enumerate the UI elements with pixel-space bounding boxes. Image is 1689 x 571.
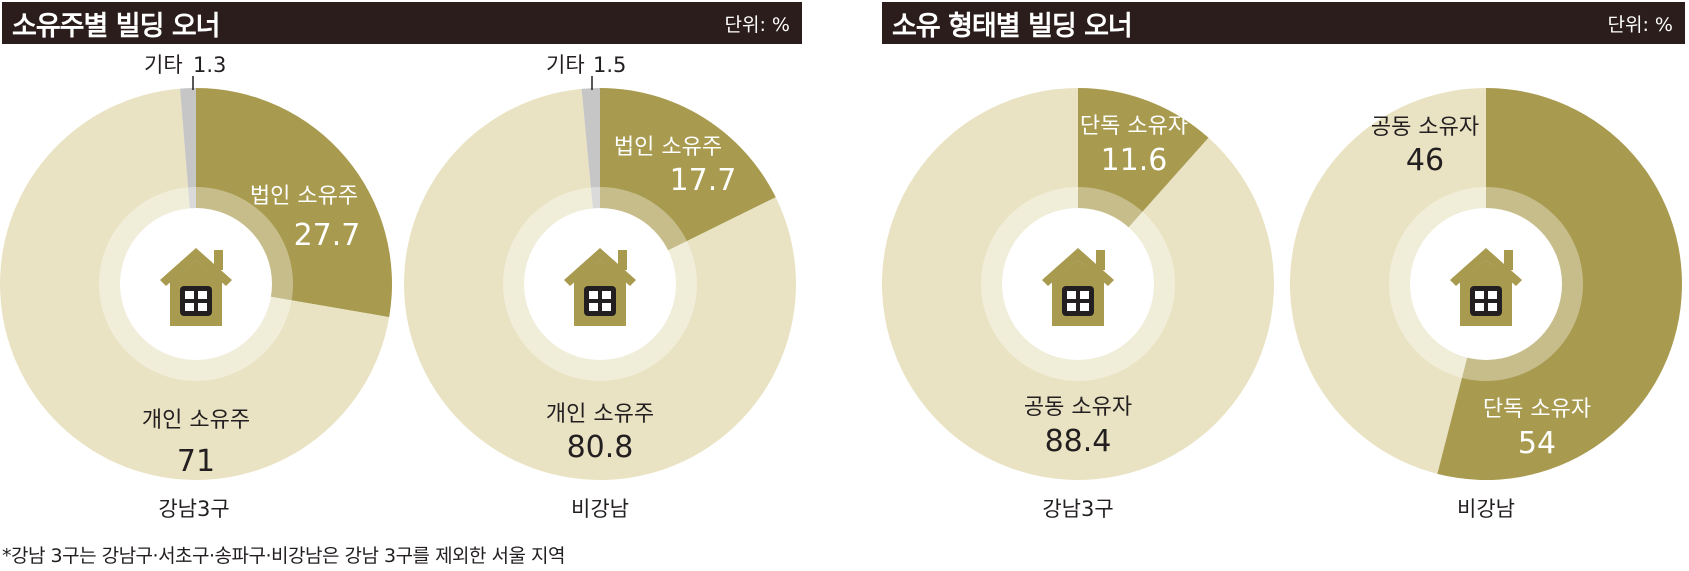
panel-title: 소유 형태별 빌딩 오너 — [892, 10, 1133, 42]
panel-header-ownership-form: 소유 형태별 빌딩 오너 단위: % — [882, 2, 1685, 44]
unit-label: 단위: % — [724, 13, 790, 36]
slice-label: 기타 — [546, 53, 585, 77]
slice-value: 11.6 — [1101, 143, 1168, 178]
pie-chart: 단독 소유자 11.6 공동 소유자 88.4 강남3구 — [882, 88, 1274, 521]
house-icon — [160, 248, 232, 326]
slice-label: 개인 소유주 — [546, 402, 654, 427]
slice-label: 개인 소유주 — [142, 408, 250, 433]
panel-title: 소유주별 빌딩 오너 — [12, 10, 221, 42]
slice-label: 공동 소유자 — [1024, 395, 1132, 420]
pie-chart: 법인 소유주 27.7 개인 소유주 71 기타 1.3 강남3구 — [0, 53, 393, 521]
slice-label: 공동 소유자 — [1371, 115, 1479, 140]
pie-chart: 법인 소유주 17.7 개인 소유주 80.8 기타 1.5 비강남 — [404, 53, 796, 521]
pie-slice — [1290, 88, 1486, 474]
slice-value: 17.7 — [670, 163, 737, 198]
chart-subtitle: 강남3구 — [1042, 497, 1113, 521]
slice-value: 27.7 — [294, 218, 361, 253]
chart-subtitle: 비강남 — [571, 497, 629, 521]
chart-subtitle: 비강남 — [1457, 497, 1515, 521]
house-icon — [564, 248, 636, 326]
slice-label: 법인 소유주 — [250, 184, 358, 209]
slice-value: 88.4 — [1045, 424, 1112, 459]
unit-label: 단위: % — [1607, 13, 1673, 36]
house-icon — [1450, 248, 1522, 326]
slice-label: 기타 — [144, 53, 183, 77]
slice-label: 단독 소유자 — [1080, 114, 1188, 139]
panel-header-owner-type: 소유주별 빌딩 오너 단위: % — [2, 2, 802, 44]
slice-label: 단독 소유자 — [1483, 397, 1591, 422]
slice-value: 54 — [1518, 426, 1556, 461]
house-icon — [1042, 248, 1114, 326]
slice-value: 1.5 — [593, 53, 626, 77]
slice-value: 80.8 — [567, 430, 634, 465]
chart-subtitle: 강남3구 — [158, 497, 229, 521]
pie-chart: 단독 소유자 54 공동 소유자 46 비강남 — [1290, 88, 1683, 521]
slice-value: 1.3 — [193, 53, 226, 77]
slice-value: 71 — [177, 444, 215, 479]
footnote: *강남 3구는 강남구·서초구·송파구·비강남은 강남 3구를 제외한 서울 지… — [2, 545, 566, 567]
slice-label: 법인 소유주 — [614, 135, 722, 160]
slice-value: 46 — [1406, 143, 1444, 178]
